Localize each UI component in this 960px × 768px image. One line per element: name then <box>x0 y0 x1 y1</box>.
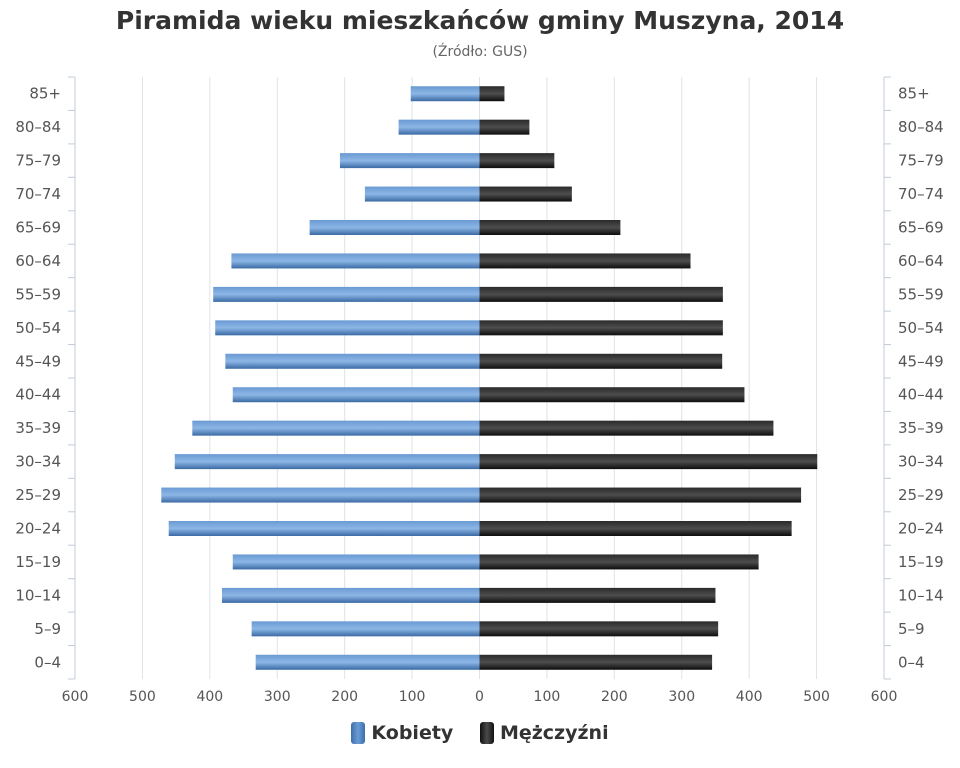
x-tick-label: 200 <box>331 689 358 705</box>
bar-women-70–74[interactable] <box>364 186 480 202</box>
x-tick-label: 500 <box>129 689 156 705</box>
x-tick-label: 100 <box>534 689 561 705</box>
legend-swatch-men <box>479 722 494 744</box>
y-category-label-right: 75–79 <box>898 152 944 170</box>
bar-women-15–19[interactable] <box>232 554 480 570</box>
y-category-label-right: 65–69 <box>898 219 944 237</box>
bar-men-5–9[interactable] <box>479 621 719 637</box>
x-tick-label: 200 <box>601 689 628 705</box>
bar-men-60–64[interactable] <box>479 253 691 269</box>
bar-men-15–19[interactable] <box>479 554 759 570</box>
bar-men-70–74[interactable] <box>479 186 572 202</box>
y-category-label-right: 20–24 <box>898 520 944 538</box>
y-category-label-left: 50–54 <box>15 319 61 337</box>
x-tick-label: 600 <box>871 689 898 705</box>
y-category-label-left: 75–79 <box>15 152 61 170</box>
chart-subtitle: (Źródło: GUS) <box>432 44 528 60</box>
bar-women-50–54[interactable] <box>215 320 480 336</box>
x-tick-label: 100 <box>399 689 426 705</box>
chart-title: Piramida wieku mieszkańców gminy Muszyna… <box>115 6 845 35</box>
bar-women-30–34[interactable] <box>174 454 480 470</box>
y-category-label-left: 60–64 <box>15 252 61 270</box>
y-category-label-left: 30–34 <box>15 453 61 471</box>
bar-women-10–14[interactable] <box>221 587 480 603</box>
bar-women-80–84[interactable] <box>398 119 480 135</box>
x-tick-label: 0 <box>475 689 484 705</box>
y-category-label-right: 85+ <box>898 85 930 103</box>
bar-men-75–79[interactable] <box>479 153 555 169</box>
y-category-label-left: 45–49 <box>15 352 61 370</box>
y-category-label-left: 35–39 <box>15 419 61 437</box>
y-category-label-right: 5–9 <box>898 620 925 638</box>
bar-men-20–24[interactable] <box>479 521 792 536</box>
x-tick-label: 400 <box>196 689 223 705</box>
x-tick-label: 500 <box>803 689 830 705</box>
y-category-label-right: 35–39 <box>898 419 944 437</box>
x-tick-label: 400 <box>736 689 763 705</box>
bar-women-85+[interactable] <box>410 86 480 102</box>
bar-men-40–44[interactable] <box>479 387 745 403</box>
y-category-label-left: 5–9 <box>34 620 61 638</box>
y-category-label-left: 25–29 <box>15 486 61 504</box>
legend-label-women: Kobiety <box>371 722 454 744</box>
bar-men-0–4[interactable] <box>479 654 713 670</box>
bar-women-40–44[interactable] <box>232 387 480 403</box>
bar-men-45–49[interactable] <box>479 353 723 369</box>
bar-women-45–49[interactable] <box>225 353 480 369</box>
y-category-label-right: 30–34 <box>898 453 944 471</box>
y-category-label-right: 15–19 <box>898 553 944 571</box>
legend-label-men: Mężczyźni <box>499 722 609 744</box>
legend: Kobiety Mężczyźni <box>0 722 960 749</box>
bar-men-85+[interactable] <box>479 86 505 102</box>
bar-women-20–24[interactable] <box>168 521 480 536</box>
bar-women-5–9[interactable] <box>251 621 480 637</box>
y-category-label-left: 20–24 <box>15 520 61 538</box>
y-category-label-left: 10–14 <box>15 586 61 604</box>
y-category-label-right: 40–44 <box>898 386 944 404</box>
y-category-label-right: 25–29 <box>898 486 944 504</box>
y-category-label-right: 10–14 <box>898 586 944 604</box>
bar-men-30–34[interactable] <box>479 454 818 470</box>
bar-men-55–59[interactable] <box>479 286 723 302</box>
bar-women-60–64[interactable] <box>231 253 480 269</box>
y-category-label-left: 85+ <box>29 85 61 103</box>
bar-men-80–84[interactable] <box>479 119 530 135</box>
y-category-label-right: 55–59 <box>898 285 944 303</box>
y-category-label-right: 70–74 <box>898 185 944 203</box>
x-tick-label: 600 <box>62 689 89 705</box>
legend-swatch-women <box>351 722 366 744</box>
y-category-label-right: 45–49 <box>898 352 944 370</box>
y-category-label-left: 15–19 <box>15 553 61 571</box>
y-category-label-right: 0–4 <box>898 653 925 671</box>
bar-men-35–39[interactable] <box>479 420 774 436</box>
bar-men-50–54[interactable] <box>479 320 723 336</box>
y-category-label-right: 50–54 <box>898 319 944 337</box>
bar-women-25–29[interactable] <box>161 487 480 503</box>
y-category-label-left: 40–44 <box>15 386 61 404</box>
y-category-label-left: 80–84 <box>15 118 61 136</box>
x-tick-label: 300 <box>264 689 291 705</box>
bar-women-75–79[interactable] <box>339 153 480 169</box>
bar-women-35–39[interactable] <box>192 420 480 436</box>
bar-women-65–69[interactable] <box>309 220 480 235</box>
y-category-label-left: 65–69 <box>15 219 61 237</box>
y-category-label-right: 60–64 <box>898 252 944 270</box>
legend-item-women[interactable]: Kobiety <box>351 722 453 744</box>
y-category-label-left: 70–74 <box>15 185 61 203</box>
population-pyramid-chart: 600 500 400 300 200 100 0 100 200 300 400 500 600 85+… <box>15 76 944 705</box>
bar-women-0–4[interactable] <box>255 654 480 670</box>
bar-men-25–29[interactable] <box>479 487 802 503</box>
bar-women-55–59[interactable] <box>213 286 480 302</box>
y-category-label-left: 55–59 <box>15 285 61 303</box>
bar-men-10–14[interactable] <box>479 587 716 603</box>
y-category-label-left: 0–4 <box>34 653 61 671</box>
bar-men-65–69[interactable] <box>479 220 621 235</box>
y-category-label-right: 80–84 <box>898 118 944 136</box>
legend-item-men[interactable]: Mężczyźni <box>479 722 609 744</box>
x-tick-label: 300 <box>668 689 695 705</box>
